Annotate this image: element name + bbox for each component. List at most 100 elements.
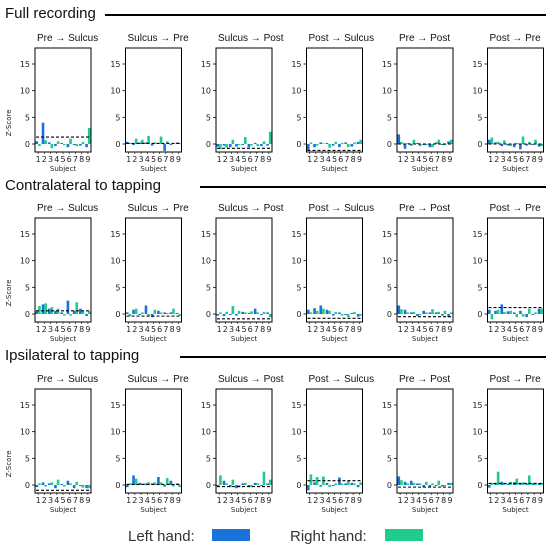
bar-left-hand — [60, 142, 63, 144]
bar-left-hand — [494, 483, 497, 485]
bar-left-hand — [397, 305, 401, 314]
x-tick-label: 5 — [513, 155, 518, 164]
x-tick-label: 1 — [36, 325, 41, 334]
x-axis-label: Subject — [412, 165, 438, 173]
x-tick-label: 9 — [85, 496, 90, 505]
bar-right-hand — [509, 310, 512, 314]
x-tick-label: 9 — [176, 325, 181, 334]
bar-right-hand — [69, 314, 72, 316]
bar-right-hand — [431, 144, 434, 148]
x-tick-label: 1 — [307, 155, 312, 164]
bar-left-hand — [85, 485, 88, 489]
x-tick-label: 2 — [42, 155, 47, 164]
bar-left-hand — [79, 485, 82, 487]
bar-right-hand — [147, 136, 150, 144]
bar-left-hand — [409, 144, 413, 146]
x-tick-label: 6 — [338, 325, 343, 334]
x-tick-label: 2 — [404, 496, 409, 505]
y-tick-label: 5 — [115, 113, 120, 122]
plot-frame — [215, 47, 273, 153]
x-tick-label: 2 — [223, 325, 228, 334]
y-tick-label: 10 — [291, 87, 301, 96]
bar-right-hand — [172, 308, 175, 314]
bar-right-hand — [431, 483, 434, 485]
bar-left-hand — [125, 485, 129, 488]
x-tick-label: 1 — [398, 155, 403, 164]
x-tick-label: 1 — [126, 155, 131, 164]
bar-right-hand — [231, 306, 235, 314]
y-tick-label: 0 — [25, 140, 30, 149]
bar-left-hand — [428, 485, 432, 488]
bar-left-hand — [525, 483, 528, 485]
x-tick-label: 9 — [176, 155, 181, 164]
bar-left-hand — [72, 485, 76, 489]
x-tick-label: 3 — [410, 496, 415, 505]
x-axis-label: Subject — [502, 335, 528, 343]
bar-right-hand — [449, 139, 453, 144]
plot-frame — [125, 217, 182, 323]
bar-left-hand — [306, 485, 310, 491]
y-tick-label: 15 — [201, 60, 211, 69]
bar-left-hand — [356, 314, 360, 317]
bar-right-hand — [540, 482, 544, 485]
x-tick-label: 4 — [507, 325, 512, 334]
x-tick-label: 2 — [223, 496, 228, 505]
bar-right-hand — [412, 139, 416, 144]
y-tick-label: 0 — [115, 140, 120, 149]
bar-right-hand — [334, 483, 338, 485]
y-tick-label: 0 — [387, 140, 392, 149]
bar-right-hand — [219, 312, 222, 314]
panel-title: Sulcus → Pre — [128, 203, 190, 214]
x-tick-label: 5 — [513, 325, 518, 334]
bar-right-hand — [418, 314, 422, 316]
x-tick-label: 6 — [338, 496, 343, 505]
x-tick-label: 9 — [266, 155, 271, 164]
x-axis-label: Subject — [412, 335, 438, 343]
bar-left-hand — [306, 309, 310, 314]
x-tick-label: 3 — [229, 325, 234, 334]
bar-left-hand — [216, 144, 220, 147]
y-tick-label: 0 — [206, 140, 211, 149]
panel-title: Sulcus → Pre — [128, 33, 190, 44]
bar-left-hand — [331, 485, 335, 487]
bar-right-hand — [231, 479, 235, 485]
x-tick-label: 6 — [67, 496, 72, 505]
x-tick-label: 6 — [67, 155, 72, 164]
bar-right-hand — [165, 141, 169, 144]
panel-title: Post → Sulcus — [309, 33, 375, 44]
x-tick-label: 9 — [85, 325, 90, 334]
x-tick-label: 1 — [217, 325, 222, 334]
x-tick-label: 6 — [248, 496, 253, 505]
bar-right-hand — [87, 128, 91, 144]
bar-right-hand — [503, 483, 506, 485]
bar-right-hand — [315, 310, 319, 314]
x-tick-label: 6 — [157, 496, 162, 505]
plot-frame — [487, 388, 544, 494]
section-title: Full recording — [5, 5, 96, 22]
x-tick-label: 3 — [48, 496, 53, 505]
y-tick-label: 5 — [206, 113, 211, 122]
bar-right-hand — [346, 314, 350, 318]
x-tick-label: 3 — [501, 325, 506, 334]
x-tick-label: 4 — [326, 496, 331, 505]
y-tick-label: 5 — [387, 454, 392, 463]
x-tick-label: 5 — [151, 496, 156, 505]
y-tick-label: 15 — [110, 230, 120, 239]
bar-left-hand — [441, 314, 444, 316]
bar-left-hand — [266, 483, 269, 485]
x-tick-label: 9 — [85, 155, 90, 164]
bar-right-hand — [449, 312, 453, 314]
bar-left-hand — [494, 142, 497, 144]
bar-left-hand — [260, 485, 263, 487]
x-tick-label: 8 — [441, 496, 446, 505]
y-tick-label: 0 — [296, 140, 301, 149]
bar-left-hand — [531, 314, 535, 316]
x-tick-label: 6 — [519, 325, 524, 334]
bar-right-hand — [250, 485, 253, 488]
panel-title: Post → Pre — [490, 374, 542, 385]
y-tick-label: 0 — [387, 481, 392, 490]
bar-left-hand — [241, 483, 244, 485]
x-tick-label: 3 — [229, 155, 234, 164]
bar-left-hand — [537, 483, 541, 485]
